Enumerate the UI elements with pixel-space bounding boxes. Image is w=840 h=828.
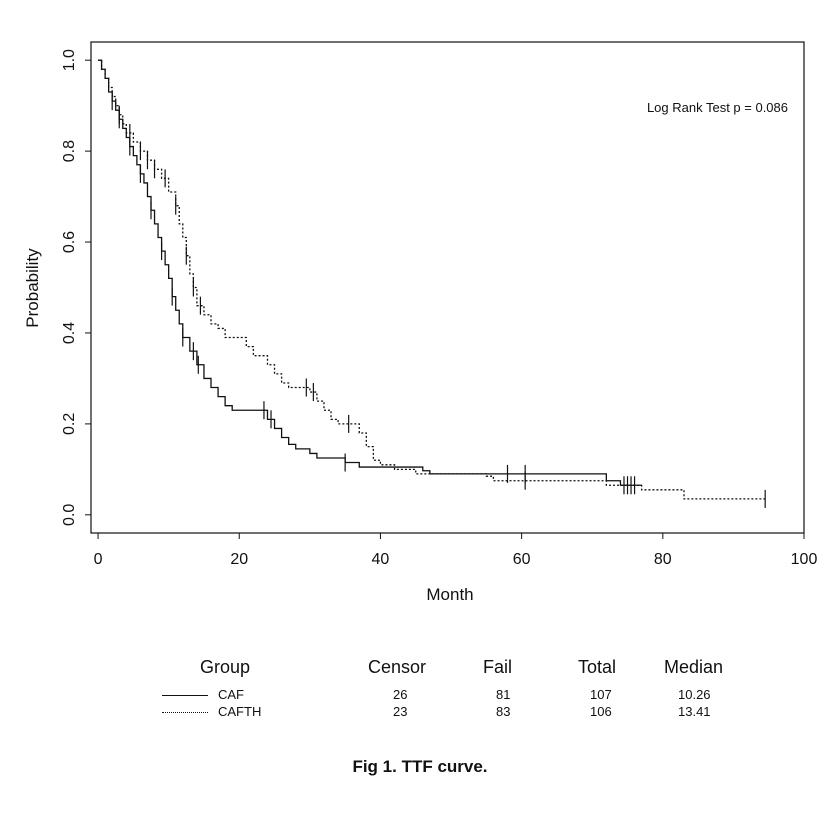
x-tick-label: 80 (654, 551, 672, 568)
plot-frame (90, 41, 805, 534)
legend-row-cafth: CAFTH 23 83 106 13.41 (150, 704, 770, 720)
legend-censor-value: 26 (393, 687, 408, 702)
series-layer (98, 59, 766, 508)
y-tick-label: 0.0 (61, 504, 78, 526)
legend-total-value: 106 (590, 704, 612, 719)
x-tick-label: 0 (94, 551, 103, 568)
legend-censor-value: 23 (393, 704, 408, 719)
y-axis-title: Probability (23, 248, 42, 328)
series-line-cafth (98, 59, 766, 500)
legend-swatch-dotted (162, 712, 208, 713)
series-line-caf (98, 59, 642, 486)
y-tick-label: 0.4 (61, 322, 78, 344)
legend-fail-value: 81 (496, 687, 511, 702)
legend-header-fail: Fail (483, 657, 513, 677)
legend-median-value: 10.26 (678, 687, 711, 702)
legend-header-median: Median (664, 657, 724, 677)
legend-total-value: 107 (590, 687, 612, 702)
legend-group-label: CAFTH (218, 704, 262, 719)
annotation-logrank: Log Rank Test p = 0.086 (647, 100, 788, 115)
legend-swatch-solid (162, 695, 208, 696)
y-tick-label: 1.0 (61, 49, 78, 71)
x-axis-title: Month (426, 585, 473, 604)
legend-header-censor: Censor (368, 657, 427, 677)
survival-chart: 0.0 0.2 0.4 0.6 0.8 1.0 0 20 40 60 80 100 Log Rank… (23, 41, 818, 604)
y-tick-label: 0.2 (61, 413, 78, 435)
x-tick-label: 20 (230, 551, 248, 568)
x-tick-label: 40 (372, 551, 390, 568)
legend-header-total: Total (578, 657, 617, 677)
y-axis: 0.0 0.2 0.4 0.6 0.8 1.0 (61, 49, 91, 526)
legend-median-value: 13.41 (678, 704, 711, 719)
x-tick-label: 60 (513, 551, 531, 568)
x-tick-label: 100 (791, 551, 818, 568)
y-tick-label: 0.8 (61, 140, 78, 162)
legend-header-group: Group (200, 657, 251, 677)
legend-fail-value: 83 (496, 704, 511, 719)
x-axis: 0 20 40 60 80 100 (94, 533, 818, 568)
legend-row-caf: CAF 26 81 107 10.26 (150, 687, 770, 703)
y-tick-label: 0.6 (61, 231, 78, 253)
figure-caption: Fig 1. TTF curve. (352, 757, 488, 776)
legend-group-label: CAF (218, 687, 244, 702)
